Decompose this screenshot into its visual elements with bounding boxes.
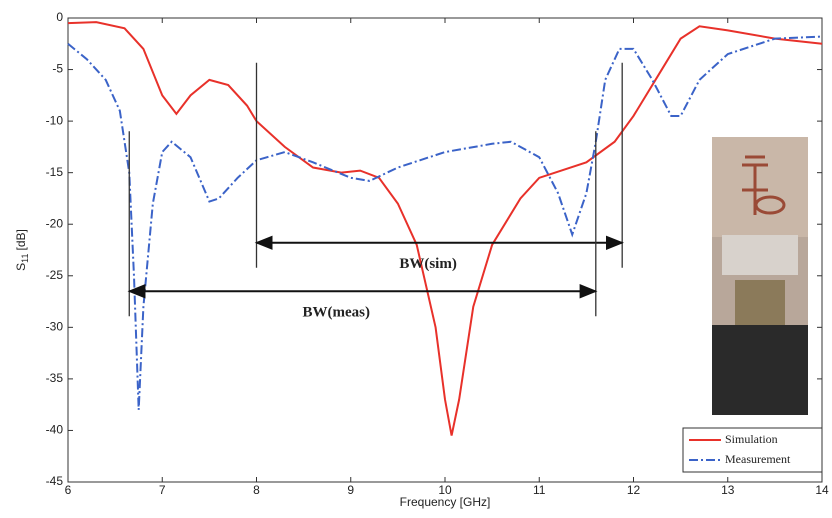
y-label-symbol: S xyxy=(14,263,28,271)
legend-label: Simulation xyxy=(725,432,778,446)
x-axis-label: Frequency [GHz] xyxy=(400,495,491,509)
y-tick-label: -5 xyxy=(52,62,63,76)
y-tick-label: -20 xyxy=(46,216,64,230)
y-tick-label: -25 xyxy=(46,268,64,282)
annotation: BW(meas) xyxy=(303,305,371,321)
y-tick-label: -10 xyxy=(46,113,64,127)
x-tick-label: 11 xyxy=(533,483,546,497)
y-tick-label: -40 xyxy=(46,423,64,437)
y-label-unit: [dB] xyxy=(14,229,28,250)
y-label-subscript: 11 xyxy=(20,254,30,263)
x-tick-label: 14 xyxy=(815,483,829,497)
x-tick-label: 9 xyxy=(347,483,354,497)
y-tick-label: 0 xyxy=(56,10,63,24)
x-tick-label: 13 xyxy=(721,483,735,497)
x-tick-label: 6 xyxy=(65,483,72,497)
y-tick-label: -15 xyxy=(46,165,64,179)
annotation: BW(sim) xyxy=(399,256,457,272)
y-tick-label: -30 xyxy=(46,320,64,334)
series-line xyxy=(67,35,823,410)
y-tick-label: -45 xyxy=(46,474,64,488)
inset-photo xyxy=(712,137,808,415)
x-tick-label: 8 xyxy=(253,483,260,497)
x-tick-label: 12 xyxy=(627,483,641,497)
plot-frame xyxy=(67,17,823,483)
y-axis-label: S11 [dB] xyxy=(14,229,30,271)
x-tick-label: 7 xyxy=(159,483,166,497)
y-tick-label: -35 xyxy=(46,371,64,385)
legend-label: Measurement xyxy=(725,452,791,466)
x-tick-label: 10 xyxy=(438,483,452,497)
legend-box xyxy=(682,427,823,473)
